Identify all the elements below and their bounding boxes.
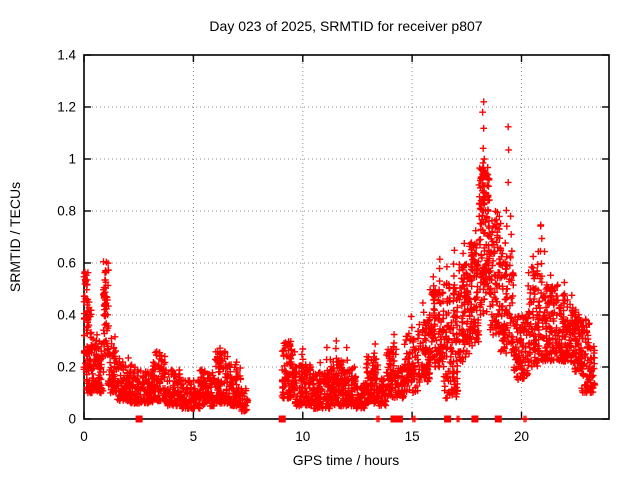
y-tick-label: 0	[68, 412, 76, 427]
x-tick-label: 15	[405, 429, 420, 444]
x-tick-label: 0	[80, 429, 88, 444]
y-tick-label: 0.4	[57, 308, 76, 323]
grid-lines	[84, 55, 609, 419]
x-tick-label: 5	[190, 429, 198, 444]
y-tick-label: 1	[68, 152, 76, 167]
plot-border	[83, 54, 610, 420]
tick-labels: 0 5 10 15 20 0 0.2 0.4 0.6 0.8 1 1.2 1.4	[57, 48, 529, 445]
scatter-points-layer	[80, 98, 599, 423]
x-axis-label: GPS time / hours	[293, 452, 400, 468]
plot-border-and-ticks	[83, 54, 610, 420]
y-tick-label: 1.4	[57, 48, 76, 63]
zero-value-square-marker	[471, 415, 479, 423]
y-tick-label: 0.2	[57, 360, 76, 375]
y-tick-label: 0.8	[57, 204, 76, 219]
zero-value-square-marker	[390, 415, 398, 423]
zero-value-square-marker	[494, 415, 502, 423]
y-tick-label: 1.2	[57, 100, 76, 115]
y-axis-label: SRMTID / TECUs	[7, 182, 23, 292]
zero-value-square-marker	[395, 415, 403, 423]
chart-title: Day 023 of 2025, SRMTID for receiver p80…	[209, 18, 482, 34]
scatter-points	[80, 98, 599, 423]
x-tick-label: 10	[295, 429, 310, 444]
zero-value-square-marker	[444, 415, 452, 423]
zero-value-square-marker	[278, 415, 286, 423]
zero-value-square-marker	[135, 415, 143, 423]
y-tick-label: 0.6	[57, 256, 76, 271]
x-tick-label: 20	[514, 429, 529, 444]
